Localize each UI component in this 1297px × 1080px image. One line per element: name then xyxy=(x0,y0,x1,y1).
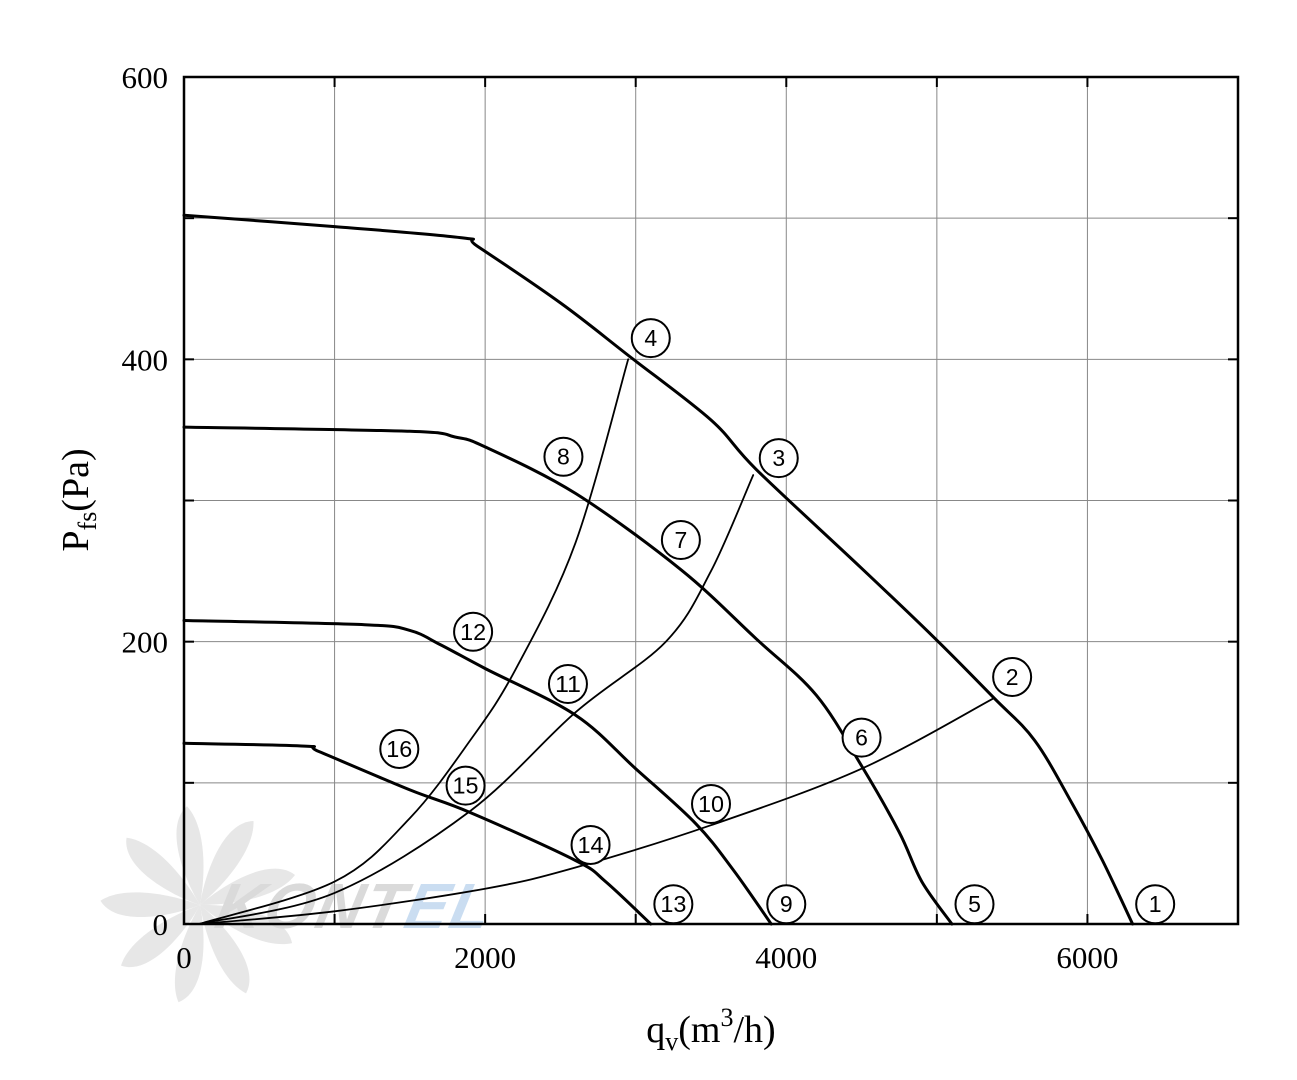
marker-circle xyxy=(992,656,1033,697)
watermark-fan-blade xyxy=(200,820,254,905)
y-tick-label: 200 xyxy=(122,625,169,660)
marker-label: 13 xyxy=(660,891,686,917)
marker-label: 10 xyxy=(698,791,724,817)
watermark-text: KONTEL xyxy=(210,870,500,942)
marker-4: 4 xyxy=(630,318,671,359)
y-tick-label: 600 xyxy=(122,60,169,95)
watermark-fan-blade xyxy=(100,892,200,918)
system-curve-7 xyxy=(198,697,995,925)
marker-label: 15 xyxy=(453,773,479,799)
marker-circle xyxy=(543,436,584,477)
marker-13: 13 xyxy=(653,884,694,925)
marker-circle xyxy=(758,438,799,479)
marker-14: 14 xyxy=(570,824,611,865)
marker-9: 9 xyxy=(766,884,807,925)
fan-curve-3 xyxy=(182,619,773,926)
marker-5: 5 xyxy=(954,884,995,925)
marker-label: 4 xyxy=(644,325,657,351)
marker-label: 6 xyxy=(855,725,868,751)
x-axis-title-sub: v xyxy=(665,1027,678,1056)
x-axis-title: qv(m3/h) xyxy=(646,1003,775,1056)
x-axis-title-sup: 3 xyxy=(721,1003,734,1032)
marker-circle xyxy=(766,884,807,925)
marker-label: 14 xyxy=(578,832,604,858)
fan-curve-4 xyxy=(182,741,653,926)
marker-16: 16 xyxy=(379,728,420,769)
marker-12: 12 xyxy=(453,611,494,652)
marker-label: 1 xyxy=(1149,891,1162,917)
y-axis-title: Pfs(Pa) xyxy=(55,448,102,551)
system-curve-6 xyxy=(198,474,755,925)
marker-label: 12 xyxy=(460,619,486,645)
fan-curve-1 xyxy=(182,213,1135,926)
watermark-fan-blade xyxy=(126,837,200,905)
watermark-fan-blade xyxy=(174,905,204,1003)
x-axis-title-main: q xyxy=(646,1009,665,1051)
marker-2: 2 xyxy=(992,656,1033,697)
watermark-fan-blade xyxy=(200,868,295,905)
marker-3: 3 xyxy=(758,438,799,479)
marker-circle xyxy=(570,824,611,865)
watermark-text-accent: EL xyxy=(399,870,500,942)
marker-circle xyxy=(691,784,731,825)
y-tick-label: 400 xyxy=(122,342,169,377)
marker-circle xyxy=(653,884,694,925)
marker-circle xyxy=(445,765,486,806)
y-tick-label: 0 xyxy=(153,907,169,942)
marker-circle xyxy=(841,717,882,758)
axis-ticks: 0 2000 4000 6000 0 200 400 600 xyxy=(122,60,1238,975)
x-axis-title-unit-suffix: /h) xyxy=(734,1009,776,1051)
marker-1: 1 xyxy=(1135,884,1176,925)
system-curve-5 xyxy=(198,358,630,925)
marker-label: 16 xyxy=(386,736,412,762)
marker-8: 8 xyxy=(543,436,584,477)
x-tick-label: 0 xyxy=(176,940,192,975)
watermark-text-dark: KONT xyxy=(210,870,418,942)
marker-label: 7 xyxy=(674,527,687,553)
marker-circle xyxy=(630,318,671,359)
y-axis-title-main: P xyxy=(55,530,97,551)
marker-circle xyxy=(453,611,494,652)
watermark-fan-blade xyxy=(200,905,250,994)
marker-label: 9 xyxy=(780,891,793,917)
x-tick-label: 2000 xyxy=(454,940,516,975)
marker-6: 6 xyxy=(841,717,882,758)
marker-label: 5 xyxy=(968,891,981,917)
marker-10: 10 xyxy=(691,784,731,825)
marker-label: 8 xyxy=(557,444,570,470)
marker-circle xyxy=(954,884,995,925)
marker-label: 11 xyxy=(555,671,581,697)
marker-label: 3 xyxy=(772,445,785,471)
marker-label: 2 xyxy=(1006,664,1019,690)
marker-15: 15 xyxy=(445,765,486,806)
x-axis-title-unit-prefix: (m xyxy=(678,1009,720,1051)
marker-circle xyxy=(660,520,701,561)
marker-7: 7 xyxy=(660,520,701,561)
y-axis-title-unit: (Pa) xyxy=(55,448,97,511)
fan-curve-2 xyxy=(182,425,954,926)
x-tick-label: 4000 xyxy=(755,940,817,975)
watermark-fan-blade xyxy=(120,905,200,968)
marker-circle xyxy=(1135,884,1176,925)
marker-circle xyxy=(547,664,588,705)
marker-circle xyxy=(379,728,420,769)
x-tick-label: 6000 xyxy=(1056,940,1118,975)
marker-11: 11 xyxy=(547,664,588,705)
series-group xyxy=(182,213,1135,926)
y-axis-title-sub: fs xyxy=(73,512,102,531)
